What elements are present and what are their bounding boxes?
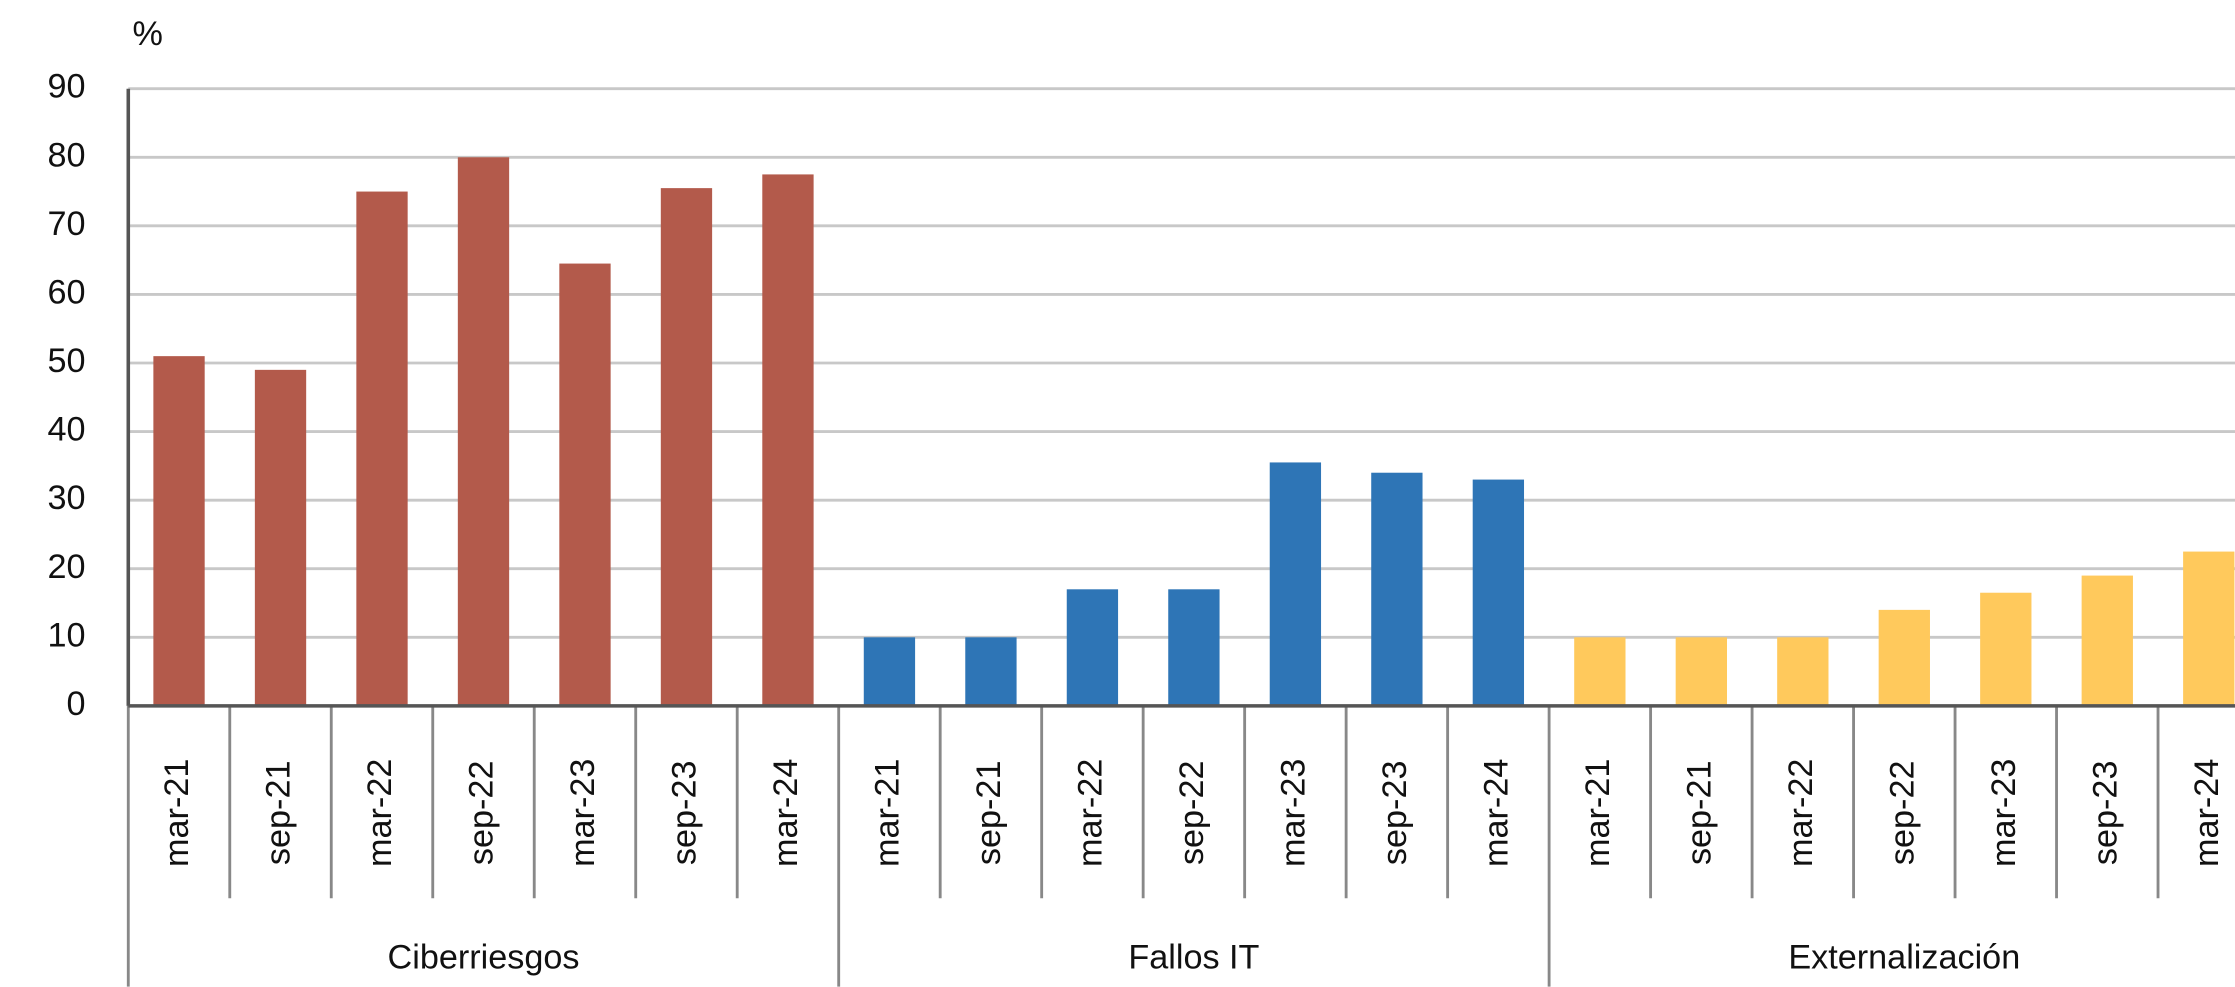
bar	[1777, 637, 1829, 706]
x-tick-label: sep-22	[1883, 761, 1921, 866]
x-tick-label: sep-23	[665, 761, 703, 866]
x-tick-label: mar-21	[158, 759, 196, 867]
group-label: Fallos IT	[1128, 939, 1259, 977]
bar	[153, 356, 205, 706]
x-tick-label: sep-21	[260, 761, 298, 866]
x-tick-label: mar-21	[868, 759, 906, 867]
x-tick-label: mar-22	[1071, 759, 1109, 867]
bar	[1980, 592, 2032, 706]
y-tick-label: 50	[47, 342, 85, 380]
x-tick-label: sep-22	[1173, 761, 1211, 866]
x-tick-label: mar-24	[767, 759, 805, 867]
bar	[660, 188, 713, 706]
y-tick-label: 70	[47, 205, 85, 243]
y-tick-label: 30	[47, 479, 85, 517]
x-tick-label: sep-23	[1376, 761, 1414, 866]
bar	[2183, 551, 2235, 706]
y-tick-label: 40	[47, 411, 85, 449]
y-tick-label: 80	[47, 136, 85, 174]
y-tick-label: 20	[47, 548, 85, 586]
y-tick-label: 60	[47, 273, 85, 311]
group-label: Externalización	[1788, 939, 2020, 977]
y-tick-label: 10	[47, 616, 85, 654]
bar	[863, 637, 916, 706]
x-tick-label: mar-23	[1985, 759, 2023, 867]
bar	[1472, 479, 1525, 706]
bar	[1574, 637, 1626, 706]
x-tick-label: mar-22	[1782, 759, 1820, 867]
x-tick-label: sep-21	[1680, 761, 1718, 866]
group-label: Ciberriesgos	[388, 939, 580, 977]
bar	[965, 637, 1017, 706]
x-tick-label: mar-23	[564, 759, 602, 867]
y-tick-label: 0	[67, 685, 86, 723]
bar	[1066, 589, 1119, 706]
bar	[457, 157, 510, 706]
x-tick-label: sep-23	[2086, 761, 2124, 866]
bar	[1269, 462, 1322, 706]
bar	[2081, 575, 2133, 706]
x-tick-label: mar-21	[1579, 759, 1617, 867]
x-tick-label: mar-23	[1274, 759, 1312, 867]
bar	[1675, 637, 1727, 706]
bar	[1168, 589, 1220, 706]
bar	[254, 369, 307, 706]
bar	[559, 263, 611, 706]
y-unit: %	[133, 15, 163, 53]
x-tick-label: mar-24	[2188, 759, 2226, 867]
bar	[1371, 472, 1423, 706]
x-tick-label: mar-24	[1477, 759, 1515, 867]
bar	[1878, 609, 1930, 706]
bar	[356, 191, 408, 706]
x-tick-label: sep-21	[970, 761, 1008, 866]
bar	[762, 174, 814, 706]
x-tick-label: sep-22	[463, 761, 501, 866]
y-tick-label: 90	[47, 68, 85, 106]
x-tick-label: mar-22	[361, 759, 399, 867]
